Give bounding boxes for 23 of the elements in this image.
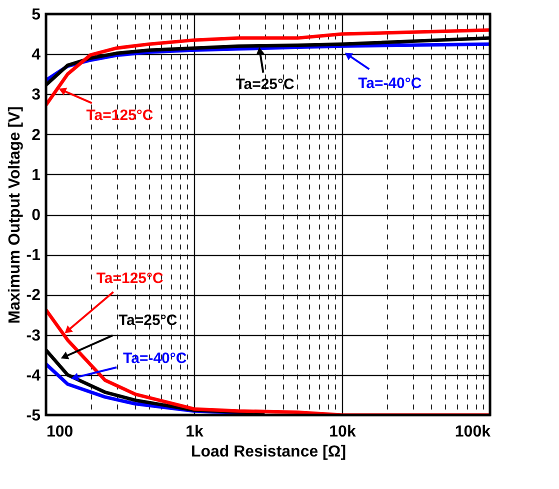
y-tick-label: -4 (26, 367, 41, 384)
y-axis-title: Maximum Output Voltage [V] (6, 106, 24, 324)
y-tick-label: 5 (32, 6, 41, 24)
y-tick-label: 4 (32, 46, 41, 64)
y-tick-label: 2 (32, 126, 41, 144)
annotation: Ta=25°C (118, 312, 178, 329)
annotation: Ta=25°C (236, 76, 295, 94)
annotation: Ta=-40°C (358, 75, 422, 92)
annotation: Ta=125°C (86, 107, 154, 124)
y-tick-label: 0 (32, 207, 41, 224)
x-tick-label: 100 (46, 424, 74, 440)
y-tick-label: -2 (26, 287, 41, 304)
x-axis-title: Load Resistance [Ω] (190, 444, 346, 460)
annotation: Ta=-40°C (123, 350, 187, 367)
y-tick-label: 3 (32, 86, 41, 104)
y-tick-label: -5 (26, 408, 41, 424)
y-tick-label: -1 (26, 247, 41, 264)
annotation: Ta=125°C (96, 270, 164, 287)
x-tick-label: 1k (186, 424, 204, 440)
x-tick-label: 100k (454, 424, 491, 440)
x-tick-label: 10k (329, 424, 356, 440)
y-tick-label: 1 (32, 166, 41, 184)
y-tick-label: -3 (26, 327, 41, 344)
